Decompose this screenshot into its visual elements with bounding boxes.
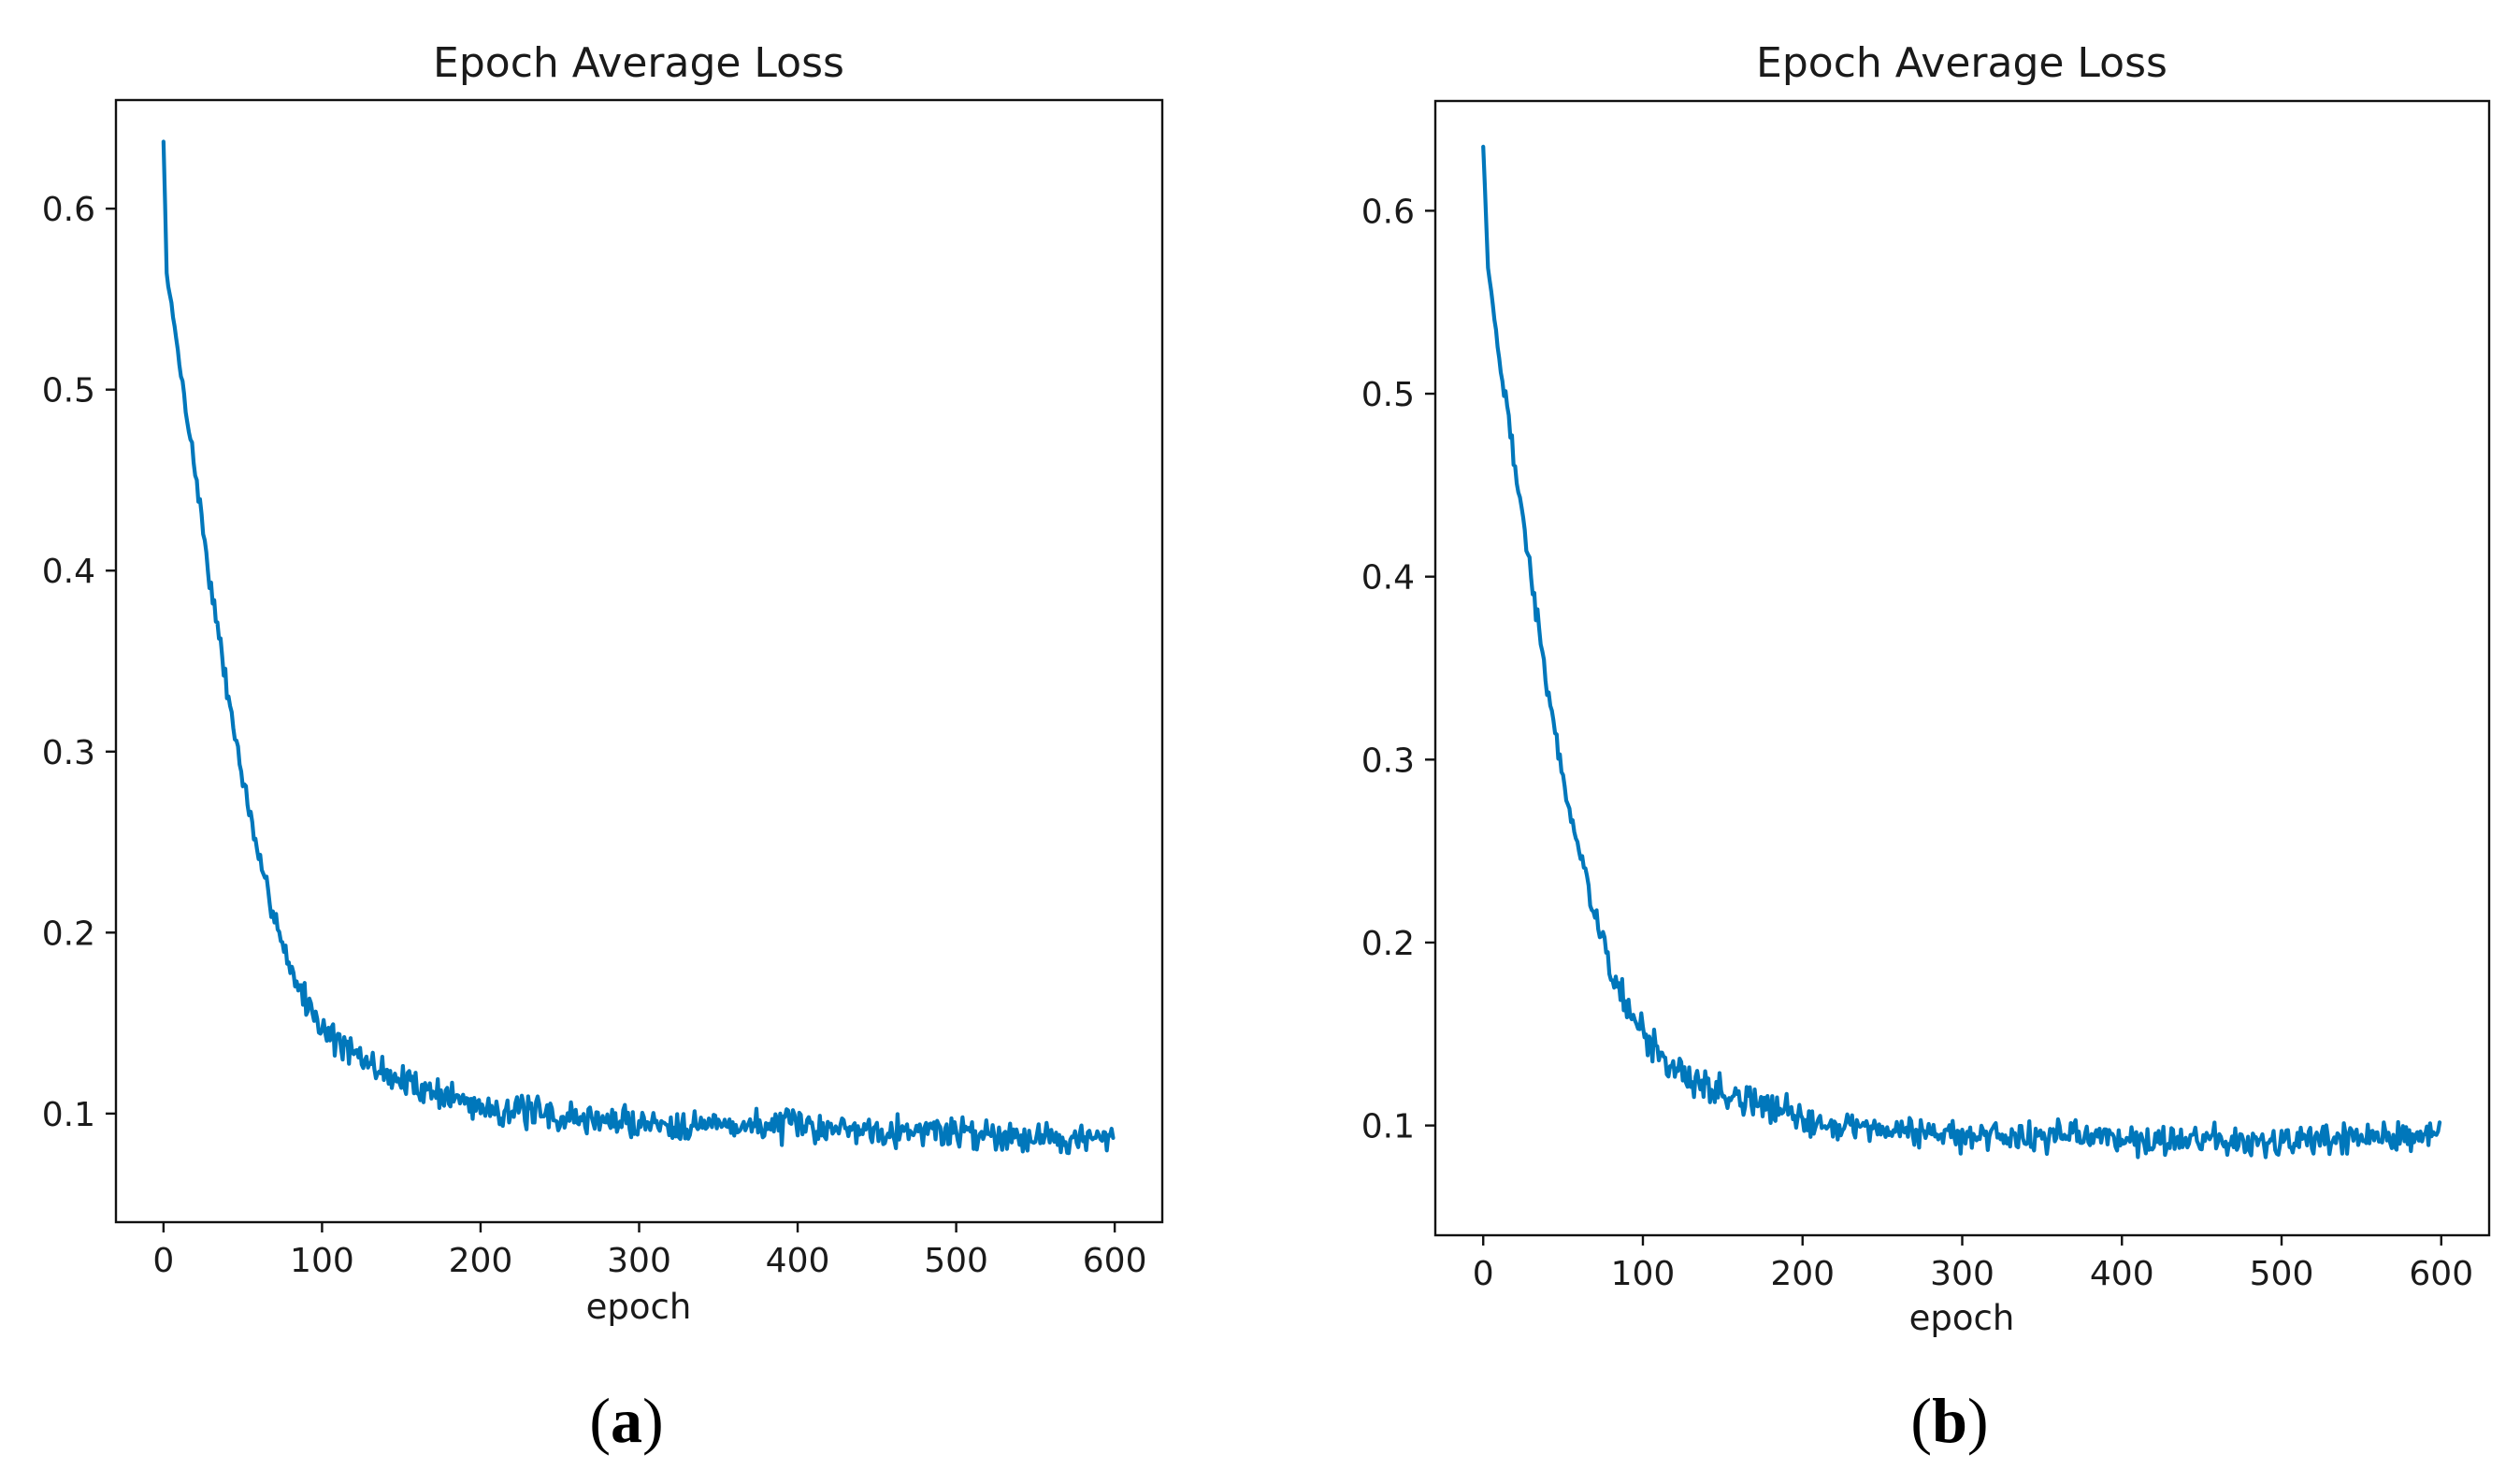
y-tick-label: 0.2 <box>42 915 95 953</box>
plot-frame <box>1433 99 2491 1237</box>
plot-frame <box>114 98 1164 1224</box>
x-tick-label: 300 <box>1930 1255 1994 1293</box>
x-tick-label: 400 <box>766 1242 830 1280</box>
series-group <box>1481 144 2442 1160</box>
chart-title: Epoch Average Loss <box>1756 39 2167 87</box>
y-tick-label: 0.5 <box>1361 376 1415 414</box>
series-group <box>161 139 1116 1156</box>
y-axis: 0.1 0.2 0.3 0.4 0.5 0.6 <box>1361 193 1435 1146</box>
y-tick-label: 0.4 <box>42 553 95 591</box>
panel-letter: a <box>611 1385 642 1456</box>
x-tick-label: 0 <box>1473 1255 1494 1293</box>
chart-panel-a: Epoch Average Loss 0.1 0.2 0.3 0.4 0.5 0.6 0 1… <box>42 39 1164 1456</box>
x-tick-label: 400 <box>2090 1255 2154 1293</box>
x-tick-label: 100 <box>1611 1255 1676 1293</box>
x-tick-label: 200 <box>449 1242 513 1280</box>
loss-series-line <box>161 139 1116 1156</box>
x-tick-label: 100 <box>290 1242 354 1280</box>
y-tick-label: 0.3 <box>1361 742 1415 780</box>
x-axis-label: epoch <box>586 1287 692 1327</box>
y-tick-label: 0.6 <box>42 191 95 229</box>
y-tick-label: 0.1 <box>1361 1108 1415 1146</box>
y-tick-label: 0.6 <box>1361 193 1415 231</box>
x-tick-label: 300 <box>607 1242 671 1280</box>
x-tick-label: 500 <box>924 1242 988 1280</box>
y-tick-label: 0.1 <box>42 1096 95 1134</box>
panel-letter: b <box>1932 1385 1967 1456</box>
x-tick-label: 600 <box>1083 1242 1147 1280</box>
x-tick-label: 600 <box>2409 1255 2473 1293</box>
chart-title: Epoch Average Loss <box>433 39 844 87</box>
panel-label: (b) <box>1910 1385 1988 1456</box>
x-axis: 0 100 200 300 400 500 600 <box>1473 1235 2473 1293</box>
x-tick-label: 0 <box>152 1242 174 1280</box>
panel-label: (a) <box>589 1385 663 1456</box>
chart-panel-b: Epoch Average Loss 0.1 0.2 0.3 0.4 0.5 0.6 0 1… <box>1361 39 2491 1456</box>
y-tick-label: 0.3 <box>42 734 95 772</box>
x-axis: 0 100 200 300 400 500 600 <box>152 1222 1146 1280</box>
y-tick-label: 0.5 <box>42 372 95 411</box>
x-axis-label: epoch <box>1909 1298 2015 1338</box>
x-tick-label: 200 <box>1770 1255 1835 1293</box>
y-axis: 0.1 0.2 0.3 0.4 0.5 0.6 <box>42 191 116 1134</box>
y-tick-label: 0.4 <box>1361 559 1415 598</box>
loss-series-line <box>1481 144 2442 1160</box>
y-tick-label: 0.2 <box>1361 925 1415 963</box>
x-tick-label: 500 <box>2250 1255 2314 1293</box>
